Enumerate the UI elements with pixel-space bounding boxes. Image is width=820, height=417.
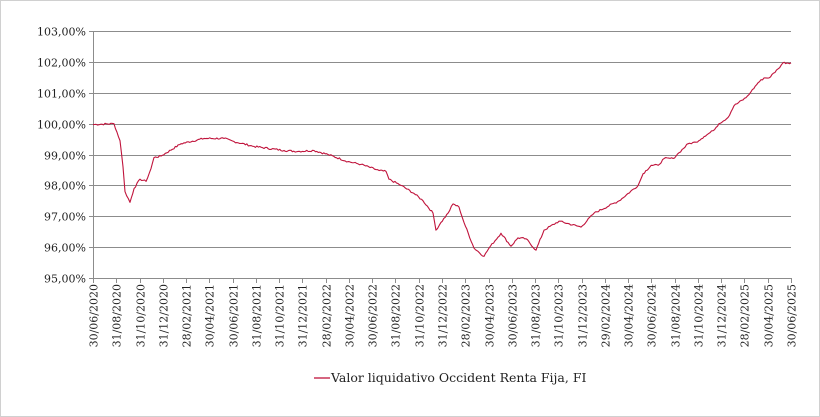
- x-tick-label: 31/08/2022: [390, 284, 403, 347]
- x-tick-label: 30/06/2021: [228, 284, 241, 347]
- x-tick-label: 30/06/2024: [646, 284, 659, 347]
- x-tick-label: 30/06/2023: [507, 284, 520, 347]
- y-tick-label: 95,00%: [44, 273, 86, 286]
- series-layer: [92, 61, 792, 257]
- gridlines: [93, 31, 791, 248]
- x-axis: 30/06/2020 31/08/2020 31/10/2020 31/12/2020…: [88, 278, 799, 347]
- x-tick-label: 31/12/2022: [437, 284, 450, 347]
- x-tick-label: 29/02/2024: [600, 284, 613, 347]
- x-tick-label: 31/10/2023: [553, 284, 566, 347]
- x-tick-label: 30/06/2020: [88, 284, 101, 347]
- x-tick-label: 31/10/2022: [414, 284, 427, 347]
- y-axis: 95,00% 96,00% 97,00% 98,00% 99,00% 100,00% 101…: [37, 26, 94, 286]
- legend: Valor liquidativo Occident Renta Fija, F…: [314, 370, 587, 385]
- x-tick-label: 30/04/2021: [204, 284, 217, 347]
- x-tick-label: 31/12/2020: [158, 284, 171, 347]
- x-tick-label: 31/08/2024: [670, 284, 683, 347]
- x-tick-label: 28/02/2022: [321, 284, 334, 347]
- x-tick-label: 30/04/2024: [623, 284, 636, 347]
- series-line-valor-liquidativo: [92, 61, 792, 257]
- x-tick-label: 28/02/2023: [460, 284, 473, 347]
- x-tick-label: 28/02/2021: [181, 284, 194, 347]
- y-tick-label: 102,00%: [37, 57, 86, 70]
- x-tick-label: 30/06/2025: [786, 284, 799, 347]
- x-tick-label: 31/08/2020: [111, 284, 124, 347]
- y-tick-label: 103,00%: [37, 26, 86, 39]
- x-tick-label: 30/04/2023: [484, 284, 497, 347]
- x-tick-label: 31/10/2020: [135, 284, 148, 347]
- y-tick-label: 99,00%: [44, 150, 86, 163]
- x-tick-label: 31/12/2024: [716, 284, 729, 347]
- y-tick-label: 101,00%: [37, 88, 86, 101]
- y-tick-label: 97,00%: [44, 211, 86, 224]
- x-tick-label: 31/10/2024: [693, 284, 706, 347]
- y-tick-label: 100,00%: [37, 119, 86, 132]
- x-tick-label: 31/08/2021: [251, 284, 264, 347]
- x-tick-label: 31/08/2023: [530, 284, 543, 347]
- x-tick-label: 30/06/2022: [367, 284, 380, 347]
- x-tick-label: 28/02/2025: [739, 284, 752, 347]
- x-tick-label: 30/04/2025: [763, 284, 776, 347]
- x-tick-label: 31/10/2021: [274, 284, 287, 347]
- y-tick-label: 98,00%: [44, 180, 86, 193]
- legend-label: Valor liquidativo Occident Renta Fija, F…: [330, 370, 587, 385]
- x-tick-label: 30/04/2022: [344, 284, 357, 347]
- y-tick-label: 96,00%: [44, 242, 86, 255]
- x-tick-label: 31/12/2023: [577, 284, 590, 347]
- x-tick-label: 31/12/2021: [297, 284, 310, 347]
